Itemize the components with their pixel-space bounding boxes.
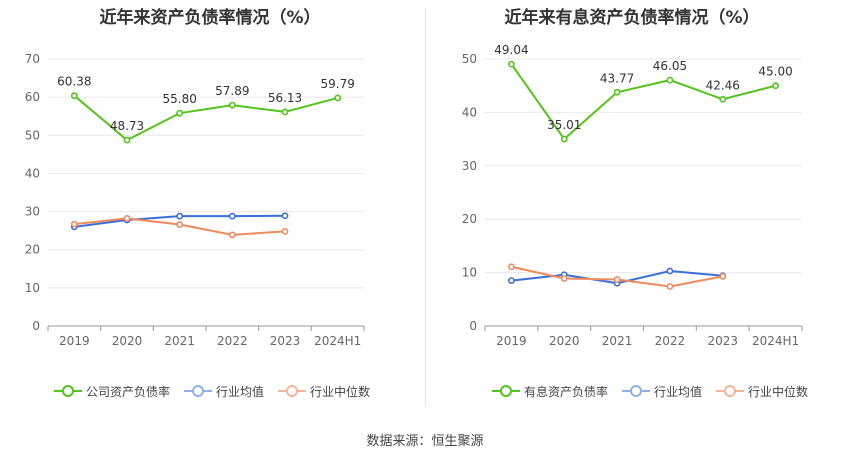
legend-swatch-avg bbox=[184, 384, 213, 398]
right-y-tick-label: 10 bbox=[462, 266, 477, 280]
right-data-label: 46.05 bbox=[653, 59, 687, 73]
right-data-label: 49.04 bbox=[494, 43, 528, 57]
left-y-tick-label: 20 bbox=[25, 243, 40, 257]
left-y-tick-label: 10 bbox=[25, 281, 40, 295]
left-data-label: 57.89 bbox=[215, 84, 249, 98]
legend-label: 行业均值 bbox=[654, 384, 703, 399]
left-data-point-avg bbox=[228, 212, 236, 220]
left-data-point-median bbox=[70, 220, 78, 228]
right-y-tick-label: 50 bbox=[462, 52, 477, 66]
right-x-tick-label: 2023 bbox=[707, 334, 738, 348]
right-data-point-company bbox=[772, 82, 779, 90]
legend-swatch-median bbox=[716, 384, 745, 398]
legend-item-company[interactable]: 公司资产负债率 bbox=[54, 383, 170, 400]
right-y-tick-label: 40 bbox=[462, 105, 477, 119]
right-x-tick-label: 2020 bbox=[549, 334, 580, 348]
right-data-label: 45.00 bbox=[758, 65, 792, 79]
left-chart-title: 近年来资产负债率情况（%） bbox=[99, 8, 321, 28]
legend-label: 有息资产负债率 bbox=[524, 384, 609, 399]
right-y-tick-label: 20 bbox=[462, 212, 477, 226]
left-y-tick-label: 60 bbox=[25, 90, 40, 104]
left-data-point-company bbox=[70, 92, 78, 100]
legend-item-avg[interactable]: 行业均值 bbox=[622, 383, 702, 400]
left-series-line-company bbox=[73, 94, 338, 142]
right-series-line-company bbox=[510, 63, 776, 141]
left-data-point-avg bbox=[281, 212, 289, 220]
right-data-point-avg bbox=[666, 267, 674, 275]
legend-item-avg[interactable]: 行业均值 bbox=[184, 383, 264, 400]
left-data-label: 56.13 bbox=[268, 91, 302, 105]
left-data-point-median bbox=[228, 231, 236, 239]
right-y-tick-label: 0 bbox=[469, 319, 477, 333]
left-data-point-avg bbox=[176, 212, 184, 220]
left-data-label: 55.80 bbox=[162, 92, 196, 106]
right-data-point-median bbox=[719, 272, 727, 280]
left-y-tick-label: 40 bbox=[25, 166, 40, 180]
left-y-tick-label: 50 bbox=[25, 128, 40, 142]
legend-label: 行业中位数 bbox=[310, 384, 371, 399]
left-data-label: 60.38 bbox=[57, 75, 91, 89]
left-data-point-company bbox=[334, 94, 342, 102]
right-data-point-company bbox=[666, 76, 674, 84]
legend-swatch-median bbox=[278, 384, 307, 398]
left-y-tick-label: 70 bbox=[25, 52, 40, 66]
left-data-label: 48.73 bbox=[110, 119, 144, 133]
left-x-tick-label: 2020 bbox=[112, 334, 143, 348]
left-data-point-company bbox=[176, 109, 184, 117]
left-x-tick-label: 2024H1 bbox=[314, 334, 361, 348]
right-data-point-median bbox=[666, 283, 674, 290]
right-data-point-avg bbox=[508, 277, 515, 285]
right-data-point-median bbox=[613, 276, 621, 283]
right-data-point-company bbox=[613, 88, 621, 96]
left-x-tick-label: 2019 bbox=[59, 334, 90, 348]
left-data-point-company bbox=[281, 108, 289, 116]
right-data-point-company bbox=[508, 60, 515, 68]
left-data-point-median bbox=[176, 221, 184, 228]
left-legend: 公司资产负债率 行业均值 行业中位数 bbox=[54, 381, 384, 401]
legend-swatch-company bbox=[54, 384, 82, 398]
legend-item-company[interactable]: 有息资产负债率 bbox=[492, 383, 608, 400]
right-legend: 有息资产负债率 行业均值 行业中位数 bbox=[492, 381, 822, 401]
right-data-point-median bbox=[508, 263, 515, 271]
right-data-point-median bbox=[560, 275, 568, 282]
legend-swatch-company bbox=[492, 384, 520, 398]
left-data-point-median bbox=[281, 228, 289, 235]
legend-label: 行业均值 bbox=[216, 384, 265, 399]
right-x-tick-label: 2021 bbox=[602, 334, 633, 348]
right-data-label: 43.77 bbox=[600, 71, 634, 85]
data-source-note: 数据来源：恒生聚源 bbox=[366, 434, 484, 449]
left-data-point-company bbox=[123, 136, 131, 144]
right-chart-title: 近年来有息资产负债率情况（%） bbox=[504, 8, 760, 28]
right-data-label: 42.46 bbox=[706, 78, 740, 92]
right-data-label: 35.01 bbox=[547, 118, 581, 132]
left-x-tick-label: 2023 bbox=[270, 334, 301, 348]
left-y-tick-label: 0 bbox=[32, 319, 40, 333]
right-x-tick-label: 2019 bbox=[496, 334, 527, 348]
legend-label: 行业中位数 bbox=[748, 384, 809, 399]
left-y-tick-label: 30 bbox=[25, 205, 40, 219]
right-x-tick-label: 2024H1 bbox=[752, 334, 799, 348]
right-x-tick-label: 2022 bbox=[655, 334, 686, 348]
left-data-label: 59.79 bbox=[320, 77, 354, 91]
legend-item-median[interactable]: 行业中位数 bbox=[716, 383, 808, 400]
chart-divider bbox=[425, 8, 426, 406]
legend-item-median[interactable]: 行业中位数 bbox=[278, 383, 370, 400]
right-data-point-company bbox=[560, 135, 568, 143]
left-data-point-median bbox=[123, 215, 131, 222]
right-data-point-company bbox=[719, 95, 727, 103]
left-x-tick-label: 2021 bbox=[164, 334, 195, 348]
left-x-tick-label: 2022 bbox=[217, 334, 248, 348]
right-y-tick-label: 30 bbox=[462, 159, 477, 173]
legend-label: 公司资产负债率 bbox=[86, 384, 171, 399]
left-data-point-company bbox=[228, 101, 236, 109]
legend-swatch-avg bbox=[622, 384, 651, 398]
